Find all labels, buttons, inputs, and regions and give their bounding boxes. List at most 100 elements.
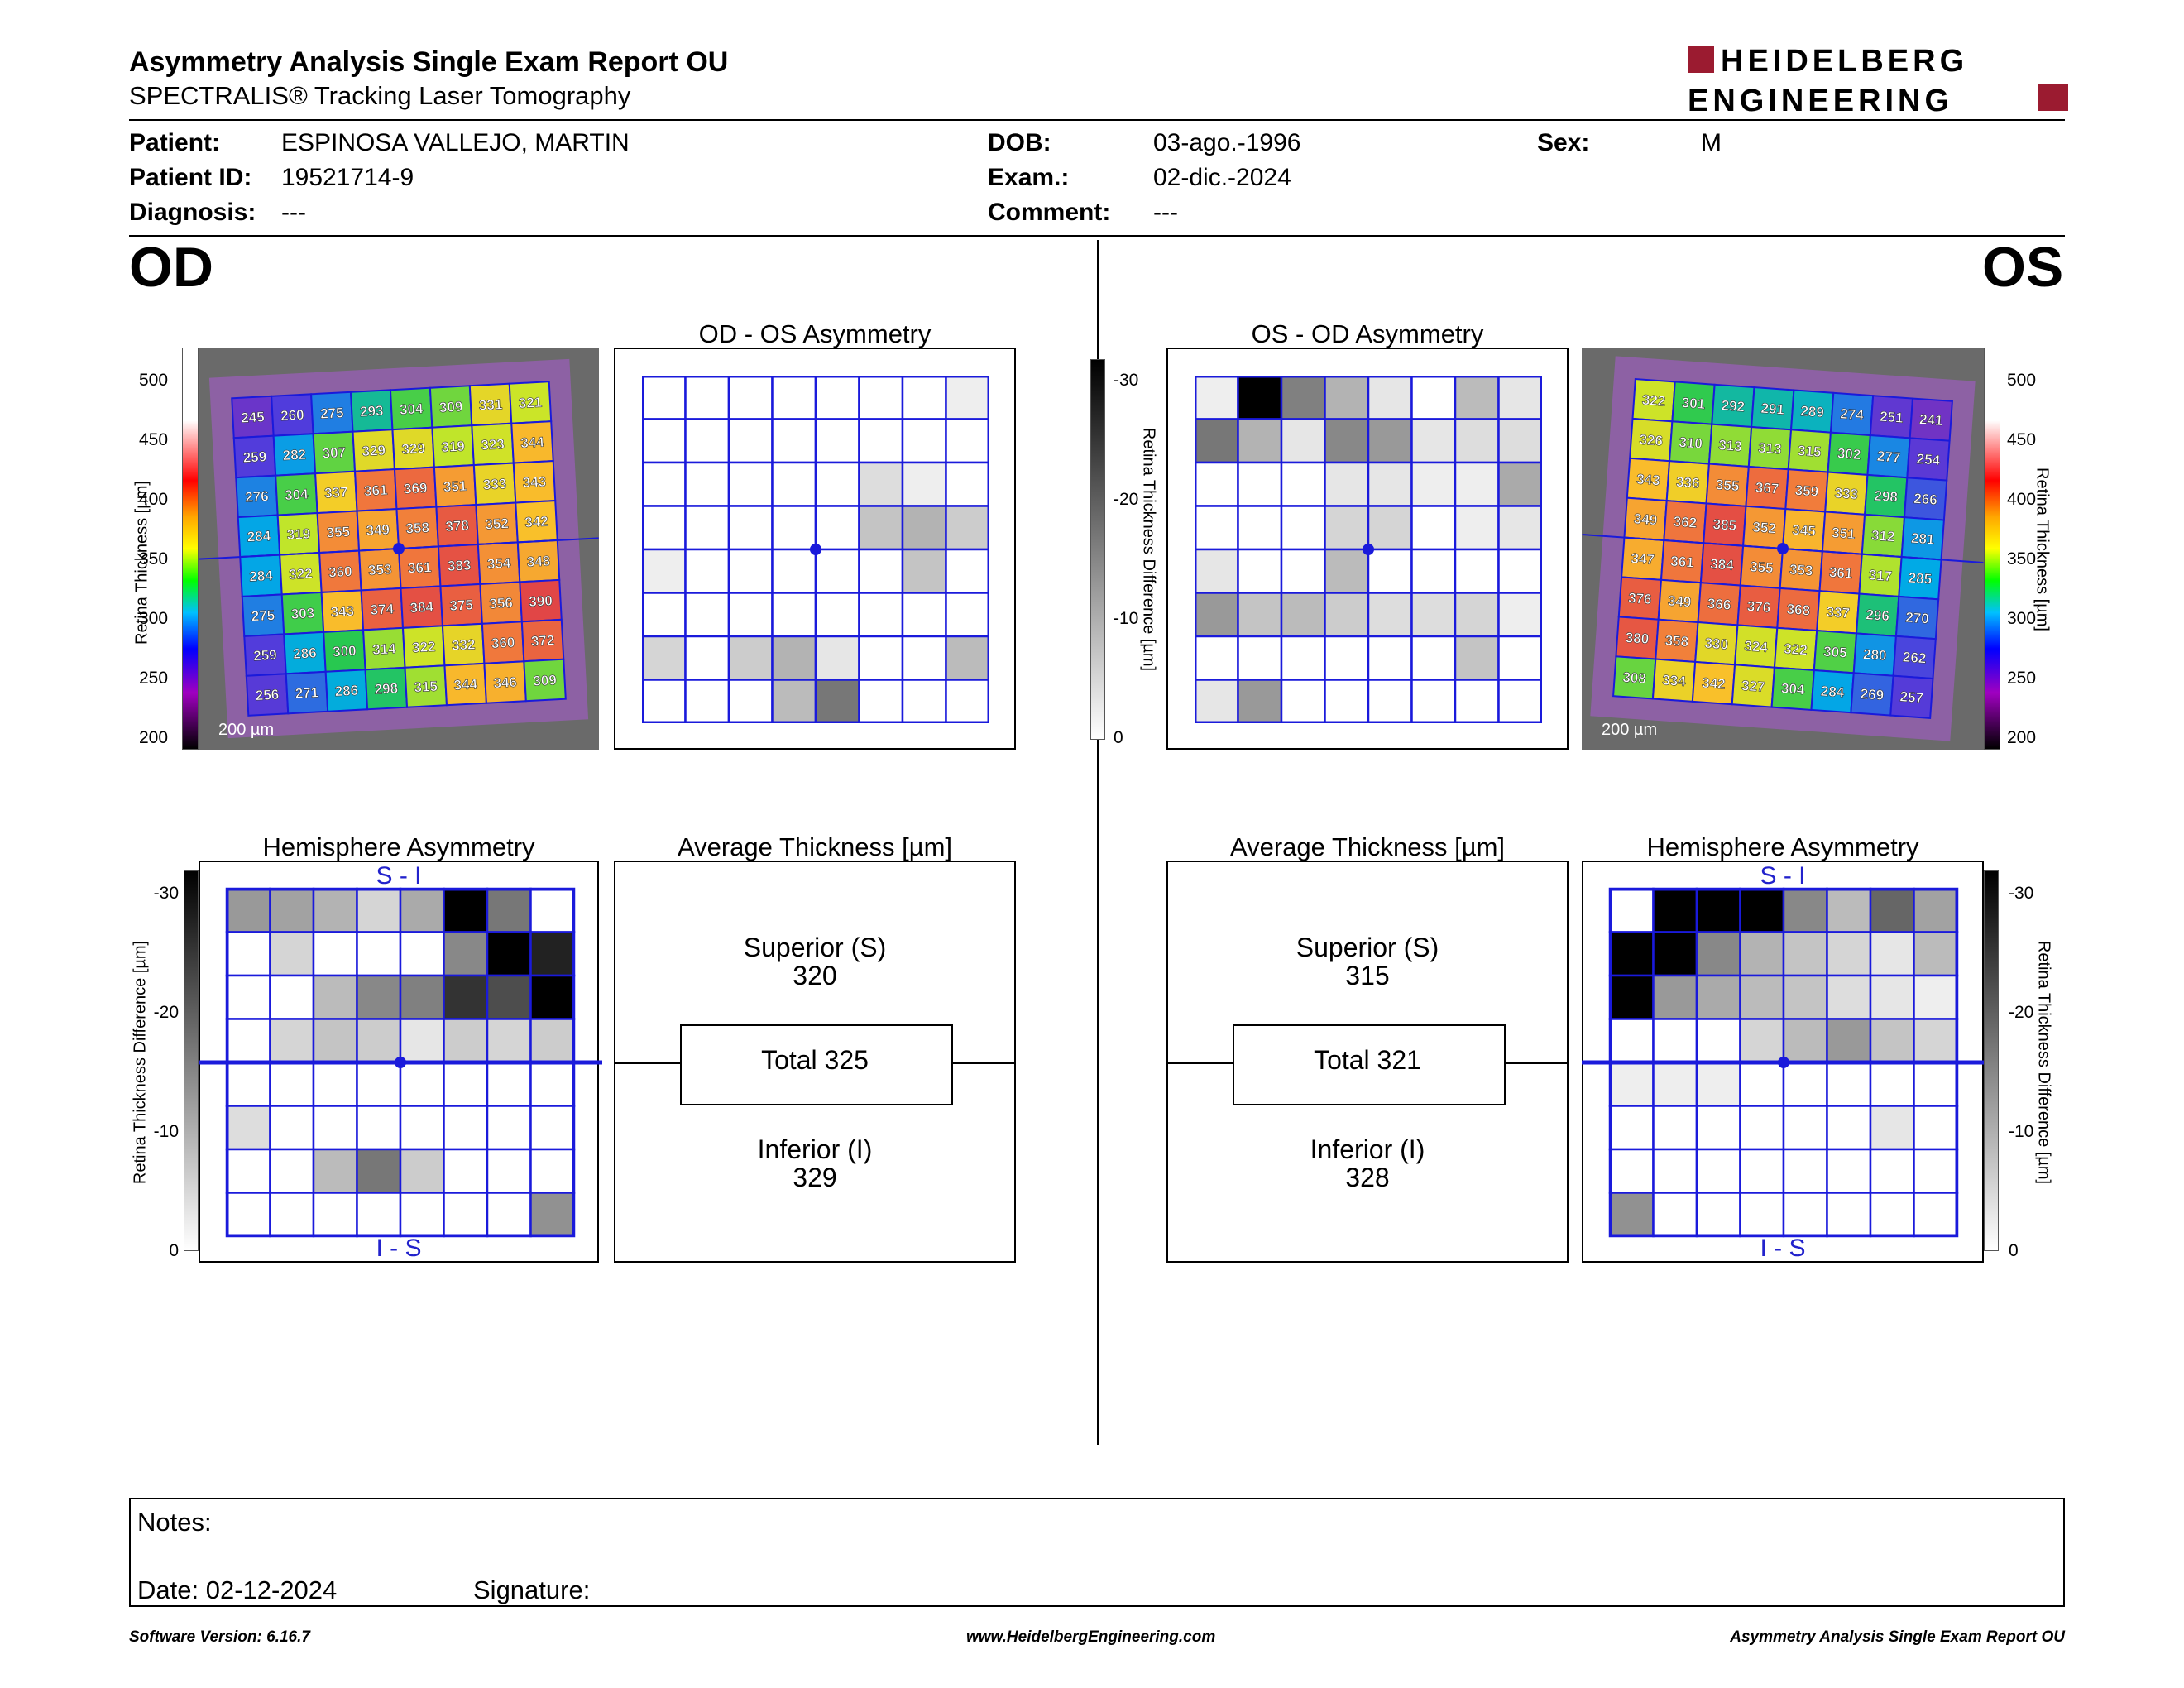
od-hemi-cell bbox=[443, 1018, 489, 1064]
os-hemi-cell bbox=[1782, 1061, 1828, 1107]
notes-label: Notes: bbox=[137, 1508, 212, 1537]
os-thickness-cell-value: 241 bbox=[1918, 411, 1943, 429]
od-asym-cell bbox=[771, 635, 817, 681]
od-hemi-cell bbox=[443, 974, 489, 1020]
os-thickness-cell-value: 359 bbox=[1794, 482, 1819, 500]
od-thickness-cell-value: 315 bbox=[414, 679, 438, 695]
od-thickness-cell-value: 275 bbox=[251, 607, 275, 624]
os-thickness-cell-value: 304 bbox=[1780, 680, 1805, 698]
os-hemi-cell bbox=[1695, 1105, 1741, 1151]
os-asym-cell bbox=[1367, 635, 1413, 681]
os-asym-cell bbox=[1324, 418, 1370, 464]
od-thickness-cell-value: 286 bbox=[293, 645, 317, 661]
od-asym-cell bbox=[858, 548, 904, 594]
od-hemi-cell bbox=[399, 887, 445, 933]
os-asym-cell bbox=[1195, 635, 1239, 681]
os-thickness-cell-value: 355 bbox=[1750, 559, 1774, 576]
od-thickness-cell-value: 358 bbox=[405, 520, 429, 536]
od-thickness-cell-value: 342 bbox=[524, 514, 548, 530]
od-asym-cell bbox=[814, 376, 860, 420]
od-asym-cell bbox=[814, 635, 860, 681]
od-thickness-cell-value: 329 bbox=[362, 443, 386, 459]
os-hemi-cell bbox=[1869, 1192, 1915, 1238]
od-hemi-cell bbox=[529, 887, 576, 933]
od-thickness-cell-value: 304 bbox=[400, 400, 424, 417]
od-asym-cell bbox=[814, 548, 860, 594]
os-thickness-cell-value: 280 bbox=[1862, 646, 1887, 664]
od-thickness-cell-value: 349 bbox=[366, 522, 390, 539]
od-hemi-colorbar bbox=[184, 870, 199, 1251]
od-asym-cell bbox=[901, 635, 947, 681]
os-thickness-cell-value: 305 bbox=[1823, 644, 1848, 661]
os-thickness-cell-value: 301 bbox=[1681, 395, 1706, 412]
os-hemi-cell bbox=[1869, 931, 1915, 977]
od-thickness-cell-value: 284 bbox=[249, 568, 274, 584]
os-asym-cell bbox=[1237, 418, 1283, 464]
os-thickness-cell-value: 337 bbox=[1826, 604, 1851, 621]
od-hemi-top-label: S - I bbox=[376, 862, 422, 890]
od-asym-cell bbox=[684, 548, 730, 594]
od-thickness-cell-value: 348 bbox=[526, 553, 550, 569]
od-asym-cell bbox=[858, 418, 904, 464]
od-thickness-cell-value: 344 bbox=[453, 676, 478, 693]
os-hemi-cell bbox=[1739, 974, 1785, 1020]
os-thickness-cell-value: 361 bbox=[1828, 564, 1853, 582]
od-hemi-cell bbox=[225, 974, 271, 1020]
od-hemi-cell bbox=[399, 1148, 445, 1194]
os-hemi-cell bbox=[1869, 1148, 1915, 1194]
od-asym-cell bbox=[858, 461, 904, 507]
od-hemi-cell bbox=[529, 931, 576, 977]
od-asym-cell bbox=[945, 548, 989, 594]
od-asym-cell bbox=[945, 635, 989, 681]
os-hemi-cell bbox=[1782, 974, 1828, 1020]
od-asym-cell bbox=[727, 592, 774, 638]
os-total-box bbox=[1233, 1024, 1506, 1105]
os-thickness-cell-value: 327 bbox=[1741, 678, 1765, 695]
os-hemi-cell bbox=[1652, 1105, 1698, 1151]
comment-label: Comment: bbox=[988, 199, 1111, 226]
od-asym-cell bbox=[727, 635, 774, 681]
header-divider bbox=[129, 119, 2065, 121]
os-thickness-cell-value: 352 bbox=[1752, 519, 1777, 536]
os-asym-grid bbox=[1195, 376, 1542, 723]
od-thickness-cell-value: 378 bbox=[445, 518, 469, 535]
os-thickness-cell-value: 310 bbox=[1679, 434, 1703, 452]
od-asym-cell bbox=[858, 635, 904, 681]
diagnosis-label: Diagnosis: bbox=[129, 199, 256, 226]
os-asym-cell bbox=[1367, 679, 1413, 723]
od-hemi-cell bbox=[356, 1061, 402, 1107]
os-asym-cell bbox=[1237, 592, 1283, 638]
od-hemi-cell bbox=[486, 1148, 532, 1194]
os-asym-cell bbox=[1367, 505, 1413, 551]
od-hemi-cell bbox=[486, 1061, 532, 1107]
os-asym-cell bbox=[1280, 635, 1326, 681]
od-thickness-cell-value: 293 bbox=[360, 403, 384, 420]
os-hemi-cell bbox=[1913, 1105, 1959, 1151]
od-thickness-cell-value: 337 bbox=[324, 484, 348, 501]
od-thickness-cell-value: 383 bbox=[448, 557, 472, 573]
os-thickness-cell-value: 254 bbox=[1916, 451, 1941, 468]
od-thickness-cell-value: 309 bbox=[438, 399, 462, 415]
os-eye-label: OS bbox=[1982, 236, 2064, 299]
od-thickness-cell-value: 361 bbox=[364, 482, 388, 499]
os-thickness-cell-value: 324 bbox=[1744, 638, 1769, 655]
os-asym-cell bbox=[1410, 376, 1457, 420]
os-asym-cell bbox=[1454, 505, 1500, 551]
os-asym-cell bbox=[1497, 418, 1542, 464]
os-asym-cell bbox=[1237, 635, 1283, 681]
od-hemi-cell bbox=[486, 1018, 532, 1064]
os-hemi-cell bbox=[1739, 1105, 1785, 1151]
os-asym-cell bbox=[1324, 461, 1370, 507]
od-asym-cell bbox=[814, 418, 860, 464]
od-asym-cell bbox=[642, 679, 687, 723]
os-hemi-cell bbox=[1869, 887, 1915, 933]
os-thickness-cell-value: 326 bbox=[1639, 432, 1664, 449]
od-asym-cell bbox=[727, 679, 774, 723]
os-hemi-cell bbox=[1782, 1105, 1828, 1151]
od-thickness-cell-value: 307 bbox=[322, 444, 346, 461]
os-asym-cell bbox=[1280, 505, 1326, 551]
signature-label: Signature: bbox=[473, 1575, 591, 1604]
os-asym-cell bbox=[1497, 548, 1542, 594]
od-asym-cell bbox=[901, 505, 947, 551]
od-thickness-cell-value: 304 bbox=[285, 487, 309, 503]
